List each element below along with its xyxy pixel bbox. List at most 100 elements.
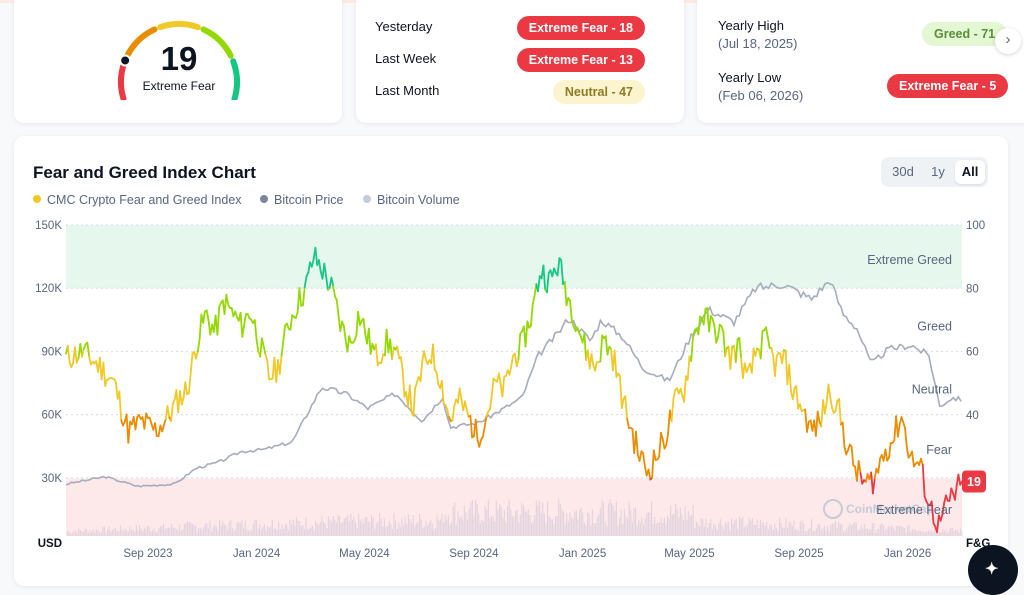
volume-bar [465, 512, 466, 536]
fear-greed-line-segment [698, 317, 700, 335]
volume-bar [725, 523, 726, 536]
volume-bar [189, 522, 190, 536]
volume-bar [713, 524, 714, 536]
volume-bar [915, 530, 916, 536]
fear-greed-line-segment [775, 356, 777, 376]
volume-bar [875, 532, 876, 536]
volume-bar [633, 508, 634, 536]
volume-bar [493, 517, 494, 536]
volume-bar [171, 524, 172, 536]
fear-greed-line-segment [600, 336, 602, 362]
volume-bar [481, 520, 482, 536]
volume-bar [267, 526, 268, 536]
volume-bar [723, 530, 724, 536]
volume-bar [461, 516, 462, 536]
fear-greed-line-segment [413, 389, 415, 416]
volume-bar [654, 517, 655, 536]
fear-greed-line-segment [460, 388, 462, 399]
volume-bar [797, 529, 798, 536]
volume-bar [542, 502, 543, 536]
volume-bar [798, 531, 799, 536]
volume-bar [859, 530, 860, 536]
fear-greed-line-segment [207, 310, 209, 320]
fear-greed-line-segment [608, 347, 610, 355]
floating-action-button[interactable]: ✦ [968, 545, 1018, 595]
volume-bar [331, 522, 332, 536]
volume-bar [921, 531, 922, 536]
fear-greed-line-segment [257, 340, 259, 352]
volume-bar [147, 526, 148, 536]
fear-greed-line-segment [410, 385, 412, 412]
volume-bar [659, 522, 660, 536]
fear-greed-line-segment [191, 354, 193, 374]
volume-bar [846, 528, 847, 536]
volume-bar [217, 530, 218, 536]
volume-bar [245, 521, 246, 536]
volume-bar [133, 530, 134, 536]
volume-bar [149, 527, 150, 536]
volume-bar [662, 523, 663, 536]
volume-bar [198, 528, 199, 536]
volume-bar [107, 530, 108, 536]
volume-bar [459, 518, 460, 536]
volume-bar [539, 501, 540, 536]
volume-bar [862, 529, 863, 536]
volume-bar [408, 514, 409, 536]
volume-bar [430, 520, 431, 536]
fear-greed-line-segment [673, 390, 675, 399]
volume-bar [849, 524, 850, 536]
volume-bar [758, 528, 759, 536]
fear-greed-line-segment [723, 331, 725, 356]
volume-bar [211, 531, 212, 536]
fear-greed-line-segment [730, 347, 732, 369]
fear-greed-line-segment [485, 416, 487, 428]
volume-bar [957, 530, 958, 536]
volume-bar [373, 518, 374, 536]
volume-bar [742, 517, 743, 536]
volume-bar [665, 524, 666, 536]
volume-bar [200, 528, 201, 536]
volume-bar [377, 522, 378, 536]
volume-bar [750, 521, 751, 536]
fear-greed-line-segment [171, 404, 173, 422]
volume-bar [680, 508, 681, 536]
volume-bar [872, 523, 873, 536]
volume-bar [504, 510, 505, 536]
volume-bar [253, 524, 254, 536]
volume-bar [131, 530, 132, 536]
fear-greed-line-segment [533, 296, 535, 305]
volume-bar [734, 520, 735, 536]
fear-greed-line-segment [479, 440, 481, 447]
volume-bar [126, 530, 127, 536]
volume-bar [760, 520, 761, 536]
volume-bar [213, 527, 214, 536]
fear-greed-line-segment [119, 392, 121, 421]
volume-bar [240, 523, 241, 536]
fear-greed-line-segment [164, 419, 166, 425]
volume-bar [603, 503, 604, 536]
volume-bar [942, 529, 943, 536]
volume-bar [693, 505, 694, 536]
bitcoin-price-line [66, 283, 961, 487]
volume-bar [312, 526, 313, 536]
fear-greed-line-segment [255, 320, 257, 340]
fear-greed-line-segment [807, 422, 809, 432]
volume-bar [584, 523, 585, 536]
volume-bar [824, 526, 825, 536]
fear-greed-line-segment [830, 397, 832, 408]
volume-bar [510, 509, 511, 536]
fear-greed-line-segment [859, 461, 861, 473]
volume-bar [329, 520, 330, 536]
volume-bar [339, 516, 340, 536]
volume-bar [873, 523, 874, 536]
volume-bar [96, 530, 97, 536]
volume-bar [960, 528, 961, 536]
fear-greed-line-segment [595, 362, 597, 370]
volume-bar [416, 523, 417, 536]
volume-bar [558, 499, 559, 536]
volume-bar [686, 520, 687, 536]
x-tick-label: May 2024 [339, 548, 390, 560]
volume-bar [801, 520, 802, 536]
volume-bar [952, 527, 953, 536]
volume-bar [142, 531, 143, 536]
